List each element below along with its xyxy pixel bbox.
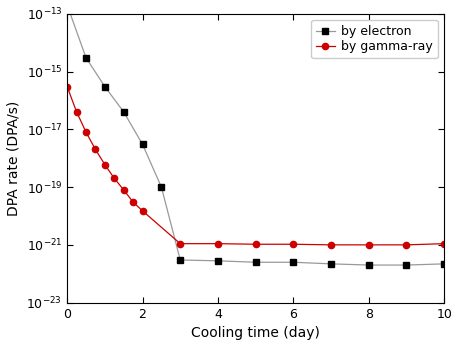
- by electron: [442, 262, 447, 266]
- by electron: [291, 260, 296, 264]
- by gamma-ray: [74, 110, 79, 114]
- by electron: [178, 258, 183, 262]
- by gamma-ray: [112, 176, 117, 180]
- by gamma-ray: [215, 242, 221, 246]
- by gamma-ray: [93, 147, 98, 152]
- X-axis label: Cooling time (day): Cooling time (day): [191, 326, 320, 340]
- Y-axis label: DPA rate (DPA/s): DPA rate (DPA/s): [7, 101, 21, 216]
- by gamma-ray: [328, 243, 334, 247]
- by gamma-ray: [83, 130, 89, 134]
- by electron: [64, 3, 70, 7]
- by gamma-ray: [102, 162, 107, 167]
- Line: by electron: by electron: [64, 2, 447, 268]
- Line: by gamma-ray: by gamma-ray: [64, 84, 447, 248]
- by electron: [403, 263, 409, 267]
- by electron: [253, 260, 258, 264]
- by gamma-ray: [121, 188, 127, 192]
- by gamma-ray: [140, 209, 146, 213]
- Legend: by electron, by gamma-ray: by electron, by gamma-ray: [311, 20, 438, 59]
- by electron: [328, 262, 334, 266]
- by gamma-ray: [130, 200, 136, 204]
- by gamma-ray: [253, 242, 258, 246]
- by electron: [366, 263, 371, 267]
- by electron: [121, 110, 127, 114]
- by electron: [102, 85, 107, 89]
- by gamma-ray: [64, 85, 70, 89]
- by electron: [83, 56, 89, 60]
- by gamma-ray: [442, 242, 447, 246]
- by gamma-ray: [178, 242, 183, 246]
- by electron: [215, 259, 221, 263]
- by gamma-ray: [366, 243, 371, 247]
- by electron: [140, 142, 146, 146]
- by gamma-ray: [291, 242, 296, 246]
- by gamma-ray: [403, 243, 409, 247]
- by electron: [159, 185, 164, 189]
